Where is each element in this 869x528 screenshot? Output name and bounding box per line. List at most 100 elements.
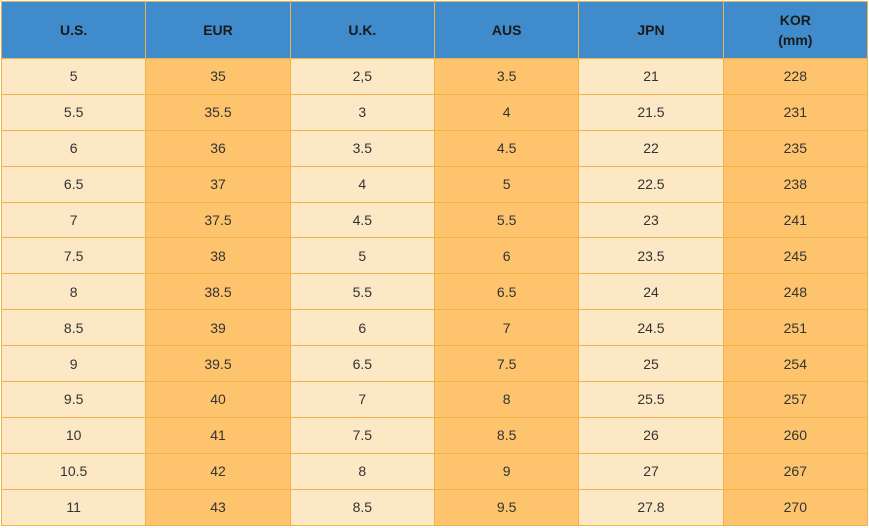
table-cell: 7 bbox=[289, 381, 435, 418]
table-cell: 228 bbox=[722, 58, 869, 95]
table-cell: 248 bbox=[722, 273, 869, 311]
table-cell: 257 bbox=[722, 381, 869, 418]
table-cell: 21 bbox=[578, 58, 724, 95]
table-row: 9 39.5 6.5 7.5 25 254 bbox=[0, 345, 869, 383]
table-cell: 6 bbox=[289, 309, 435, 347]
table-cell: 35.5 bbox=[145, 93, 291, 131]
table-cell: 23.5 bbox=[578, 237, 724, 275]
table-cell: 6.5 bbox=[433, 273, 580, 311]
table-cell: 3.5 bbox=[289, 129, 435, 167]
table-cell: 11 bbox=[0, 488, 147, 526]
table-cell: 23 bbox=[578, 201, 724, 239]
table-cell: 38.5 bbox=[145, 273, 291, 311]
column-header: KOR (mm) bbox=[722, 1, 869, 59]
table-cell: 235 bbox=[722, 129, 869, 167]
table-cell: 251 bbox=[722, 309, 869, 347]
table-cell: 7.5 bbox=[0, 237, 147, 275]
table-cell: 4 bbox=[433, 93, 580, 131]
table-cell: 231 bbox=[722, 93, 869, 131]
table-row: 9.5 40 7 8 25.5 257 bbox=[0, 381, 869, 418]
table-cell: 37 bbox=[145, 165, 291, 203]
table-cell: 35 bbox=[145, 58, 291, 95]
table-row: 5 35 2,5 3.5 21 228 bbox=[0, 58, 869, 95]
table-cell: 10 bbox=[0, 416, 147, 454]
table-cell: 4.5 bbox=[433, 129, 580, 167]
table-cell: 27.8 bbox=[578, 488, 724, 526]
table-cell: 22.5 bbox=[578, 165, 724, 203]
table-cell: 9.5 bbox=[433, 488, 580, 526]
table-row: 7 37.5 4.5 5.5 23 241 bbox=[0, 201, 869, 239]
table-cell: 7 bbox=[0, 201, 147, 239]
column-header: U.K. bbox=[289, 1, 435, 59]
table-row: 6 36 3.5 4.5 22 235 bbox=[0, 129, 869, 167]
column-header: JPN bbox=[578, 1, 724, 59]
table-cell: 26 bbox=[578, 416, 724, 454]
table-row: 5.5 35.5 3 4 21.5 231 bbox=[0, 93, 869, 131]
table-cell: 8.5 bbox=[0, 309, 147, 347]
table-cell: 40 bbox=[145, 381, 291, 418]
table-row: 7.5 38 5 6 23.5 245 bbox=[0, 237, 869, 275]
table-cell: 9 bbox=[433, 452, 580, 490]
column-header: EUR bbox=[145, 1, 291, 59]
table-row: 6.5 37 4 5 22.5 238 bbox=[0, 165, 869, 203]
table-cell: 8 bbox=[0, 273, 147, 311]
table-cell: 238 bbox=[722, 165, 869, 203]
table-cell: 42 bbox=[145, 452, 291, 490]
table-cell: 260 bbox=[722, 416, 869, 454]
table-cell: 8 bbox=[289, 452, 435, 490]
table-cell: 36 bbox=[145, 129, 291, 167]
table-cell: 39 bbox=[145, 309, 291, 347]
table-cell: 241 bbox=[722, 201, 869, 239]
column-header: U.S. bbox=[0, 1, 147, 59]
table-cell: 6 bbox=[433, 237, 580, 275]
table-row: 8 38.5 5.5 6.5 24 248 bbox=[0, 273, 869, 311]
table-cell: 37.5 bbox=[145, 201, 291, 239]
table-cell: 4.5 bbox=[289, 201, 435, 239]
table-cell: 9 bbox=[0, 345, 147, 383]
table-cell: 24.5 bbox=[578, 309, 724, 347]
table-cell: 21.5 bbox=[578, 93, 724, 131]
table-cell: 6.5 bbox=[289, 345, 435, 383]
column-header: AUS bbox=[433, 1, 580, 59]
table-header: U.S. EUR U.K. AUS JPN KOR (mm) bbox=[0, 1, 869, 59]
table-cell: 25.5 bbox=[578, 381, 724, 418]
table-cell: 25 bbox=[578, 345, 724, 383]
table-cell: 7 bbox=[433, 309, 580, 347]
table-cell: 245 bbox=[722, 237, 869, 275]
table-row: 10 41 7.5 8.5 26 260 bbox=[0, 416, 869, 454]
table-cell: 8 bbox=[433, 381, 580, 418]
table-cell: 4 bbox=[289, 165, 435, 203]
table-cell: 5.5 bbox=[289, 273, 435, 311]
table-cell: 3.5 bbox=[433, 58, 580, 95]
table-cell: 270 bbox=[722, 488, 869, 526]
table-cell: 5 bbox=[289, 237, 435, 275]
table-row: 11 43 8.5 9.5 27.8 270 bbox=[0, 488, 869, 526]
table-cell: 8.5 bbox=[433, 416, 580, 454]
table-cell: 39.5 bbox=[145, 345, 291, 383]
table-cell: 38 bbox=[145, 237, 291, 275]
table-cell: 22 bbox=[578, 129, 724, 167]
table-cell: 5.5 bbox=[0, 93, 147, 131]
table-row: 10.5 42 8 9 27 267 bbox=[0, 452, 869, 490]
table-cell: 10.5 bbox=[0, 452, 147, 490]
table-cell: 9.5 bbox=[0, 381, 147, 418]
header-row: U.S. EUR U.K. AUS JPN KOR (mm) bbox=[0, 1, 869, 59]
table-cell: 254 bbox=[722, 345, 869, 383]
table-cell: 2,5 bbox=[289, 58, 435, 95]
table-cell: 27 bbox=[578, 452, 724, 490]
table-cell: 7.5 bbox=[289, 416, 435, 454]
table-cell: 5 bbox=[433, 165, 580, 203]
table-cell: 24 bbox=[578, 273, 724, 311]
table-row: 8.5 39 6 7 24.5 251 bbox=[0, 309, 869, 347]
table-cell: 7.5 bbox=[433, 345, 580, 383]
table-cell: 41 bbox=[145, 416, 291, 454]
table-cell: 8.5 bbox=[289, 488, 435, 526]
table-cell: 6.5 bbox=[0, 165, 147, 203]
table-cell: 43 bbox=[145, 488, 291, 526]
table-cell: 5.5 bbox=[433, 201, 580, 239]
table-cell: 267 bbox=[722, 452, 869, 490]
table-cell: 6 bbox=[0, 129, 147, 167]
table-cell: 3 bbox=[289, 93, 435, 131]
